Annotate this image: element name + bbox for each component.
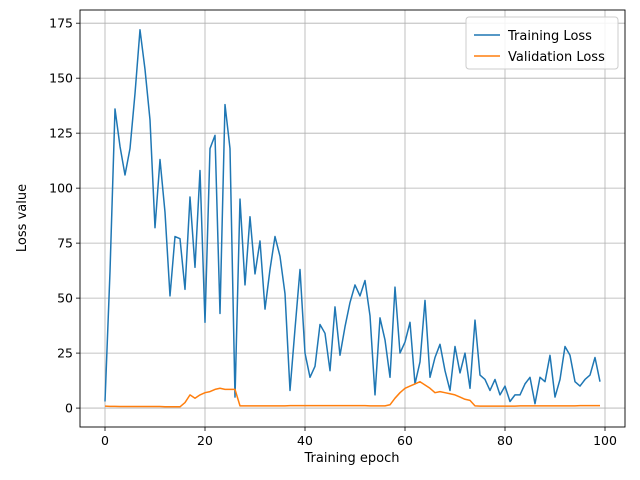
plot-frame — [79, 9, 626, 428]
y-tick-label: 25 — [57, 346, 73, 361]
x-tick-label: 60 — [397, 433, 413, 448]
x-tick-label: 0 — [101, 433, 109, 448]
x-tick-label: 20 — [197, 433, 213, 448]
ticks: 0 20 40 60 80 100 0 25 50 75 100 125 150 175 — [49, 16, 617, 448]
legend-box — [465, 16, 619, 70]
grid — [80, 10, 625, 427]
x-tick-label: 100 — [593, 433, 617, 448]
y-tick-label: 175 — [49, 16, 73, 31]
series-line-validation-loss — [104, 380, 600, 408]
y-tick-label: 50 — [57, 291, 73, 306]
legend: Training Loss Validation Loss — [465, 16, 619, 70]
y-tick-label: 100 — [49, 181, 73, 196]
y-tick-label: 125 — [49, 126, 73, 141]
y-axis-label: Loss value — [15, 184, 30, 252]
x-tick-label: 40 — [297, 433, 313, 448]
y-tick-label: 0 — [65, 401, 73, 416]
x-tick-label: 80 — [497, 433, 513, 448]
plot-area — [80, 10, 625, 427]
legend-label-training-loss: Training Loss — [507, 29, 592, 44]
series-line-training-loss — [104, 29, 601, 405]
legend-label-validation-loss: Validation Loss — [508, 50, 605, 65]
series-layer — [104, 29, 601, 408]
y-tick-label: 75 — [57, 236, 73, 251]
y-tick-label: 150 — [49, 71, 73, 86]
x-axis-label: Training epoch — [303, 451, 399, 466]
